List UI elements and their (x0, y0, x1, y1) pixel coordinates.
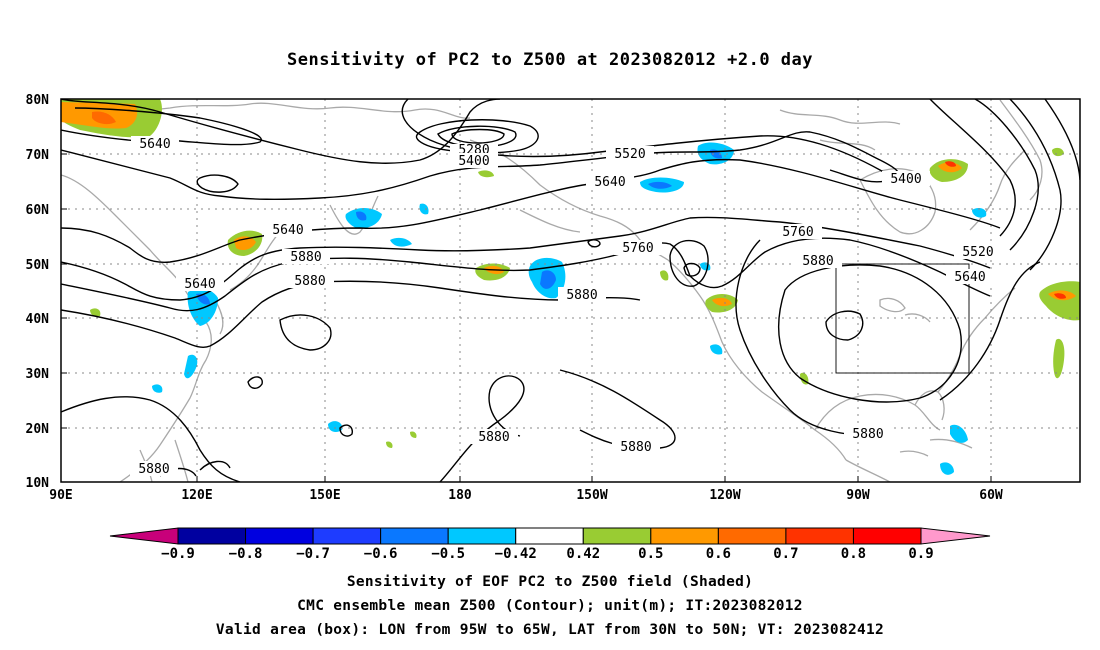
contour-label: 5400 (458, 154, 489, 169)
colorbar-cell (515, 527, 584, 545)
colorbar-cell (380, 527, 449, 545)
lon-label: 180 (448, 488, 472, 503)
caption-shading: Sensitivity of EOF PC2 to Z500 field (Sh… (346, 574, 754, 590)
colorbar-cell (785, 527, 854, 545)
map-title: Sensitivity of PC2 to Z500 at 2023082012… (286, 50, 813, 70)
lat-label: 60N (26, 203, 50, 218)
colorbar-label: −0.42 (495, 546, 537, 562)
colorbar-cell (447, 527, 517, 545)
contour-label: 5640 (139, 137, 170, 152)
lon-label: 60W (979, 488, 1003, 503)
lat-label: 40N (26, 312, 50, 327)
colorbar-label: 0.7 (773, 546, 798, 562)
lat-label: 20N (26, 422, 50, 437)
contour-label: 5880 (852, 427, 883, 442)
contour-label: 5640 (954, 270, 985, 285)
valid-area-box (835, 263, 970, 374)
colorbar-label: 0.6 (706, 546, 731, 562)
lat-label: 30N (26, 367, 50, 382)
contour-label: 5640 (272, 223, 303, 238)
colorbar-cell (312, 527, 382, 545)
lat-label: 70N (26, 148, 50, 163)
colorbar-label: −0.8 (229, 546, 263, 562)
colorbar-label: 0.9 (908, 546, 933, 562)
contour-label: 5880 (290, 250, 321, 265)
lon-label: 120E (181, 488, 212, 503)
colorbar-label: −0.5 (431, 546, 465, 562)
lon-label: 120W (709, 488, 740, 503)
contour-label: 5880 (478, 430, 509, 445)
colorbar-label: 0.5 (638, 546, 663, 562)
colorbar-label: 0.42 (566, 546, 600, 562)
lat-label: 50N (26, 258, 50, 273)
colorbar-cell (245, 527, 314, 545)
colorbar-low-arrow (109, 527, 179, 545)
contour-label: 5760 (782, 225, 813, 240)
lat-axis: 80N 70N 60N 50N 40N 30N 20N 10N (26, 93, 50, 491)
caption-contour: CMC ensemble mean Z500 (Contour); unit(m… (297, 598, 803, 614)
colorbar-label: 0.8 (841, 546, 866, 562)
lon-label: 90E (49, 488, 72, 503)
contour-label: 5880 (138, 462, 169, 477)
contour-label: 5880 (620, 440, 651, 455)
lat-label: 10N (26, 476, 50, 491)
contour-label: 5520 (614, 147, 645, 162)
contour-label: 5880 (294, 274, 325, 289)
lat-label: 80N (26, 93, 50, 108)
colorbar-high-arrow (920, 527, 991, 545)
lon-axis: 90E 120E 150E 180 150W 120W 90W 60W (49, 488, 1003, 503)
lon-label: 150E (309, 488, 340, 503)
colorbar-label: −0.6 (364, 546, 398, 562)
tick-marks (61, 153, 992, 482)
colorbar-cell (650, 527, 719, 545)
contour-label: 5880 (566, 288, 597, 303)
contour-label: 5400 (890, 172, 921, 187)
colorbar-label: −0.9 (161, 546, 195, 562)
lon-label: 150W (576, 488, 607, 503)
contour-label: 5880 (802, 254, 833, 269)
contour-label: 5640 (594, 175, 625, 190)
colorbar-cell (852, 527, 922, 545)
colorbar-cell (717, 527, 787, 545)
contour-label: 5520 (962, 245, 993, 260)
contour-label: 5640 (184, 277, 215, 292)
contour-label-layer: 5640 5280 5400 5520 5640 5400 5640 5760 … (130, 136, 1002, 477)
plot-frame (60, 98, 1081, 483)
caption-valid-area: Valid area (box): LON from 95W to 65W, L… (215, 622, 885, 638)
colorbar-cell (582, 527, 652, 545)
contour-label: 5760 (622, 241, 653, 256)
lon-label: 90W (846, 488, 870, 503)
colorbar-cell (177, 527, 247, 545)
colorbar-label: −0.7 (296, 546, 330, 562)
colorbar: −0.9 −0.8 −0.7 −0.6 −0.5 −0.42 0.42 0.5 0.6 0.7 0.… (109, 527, 991, 562)
